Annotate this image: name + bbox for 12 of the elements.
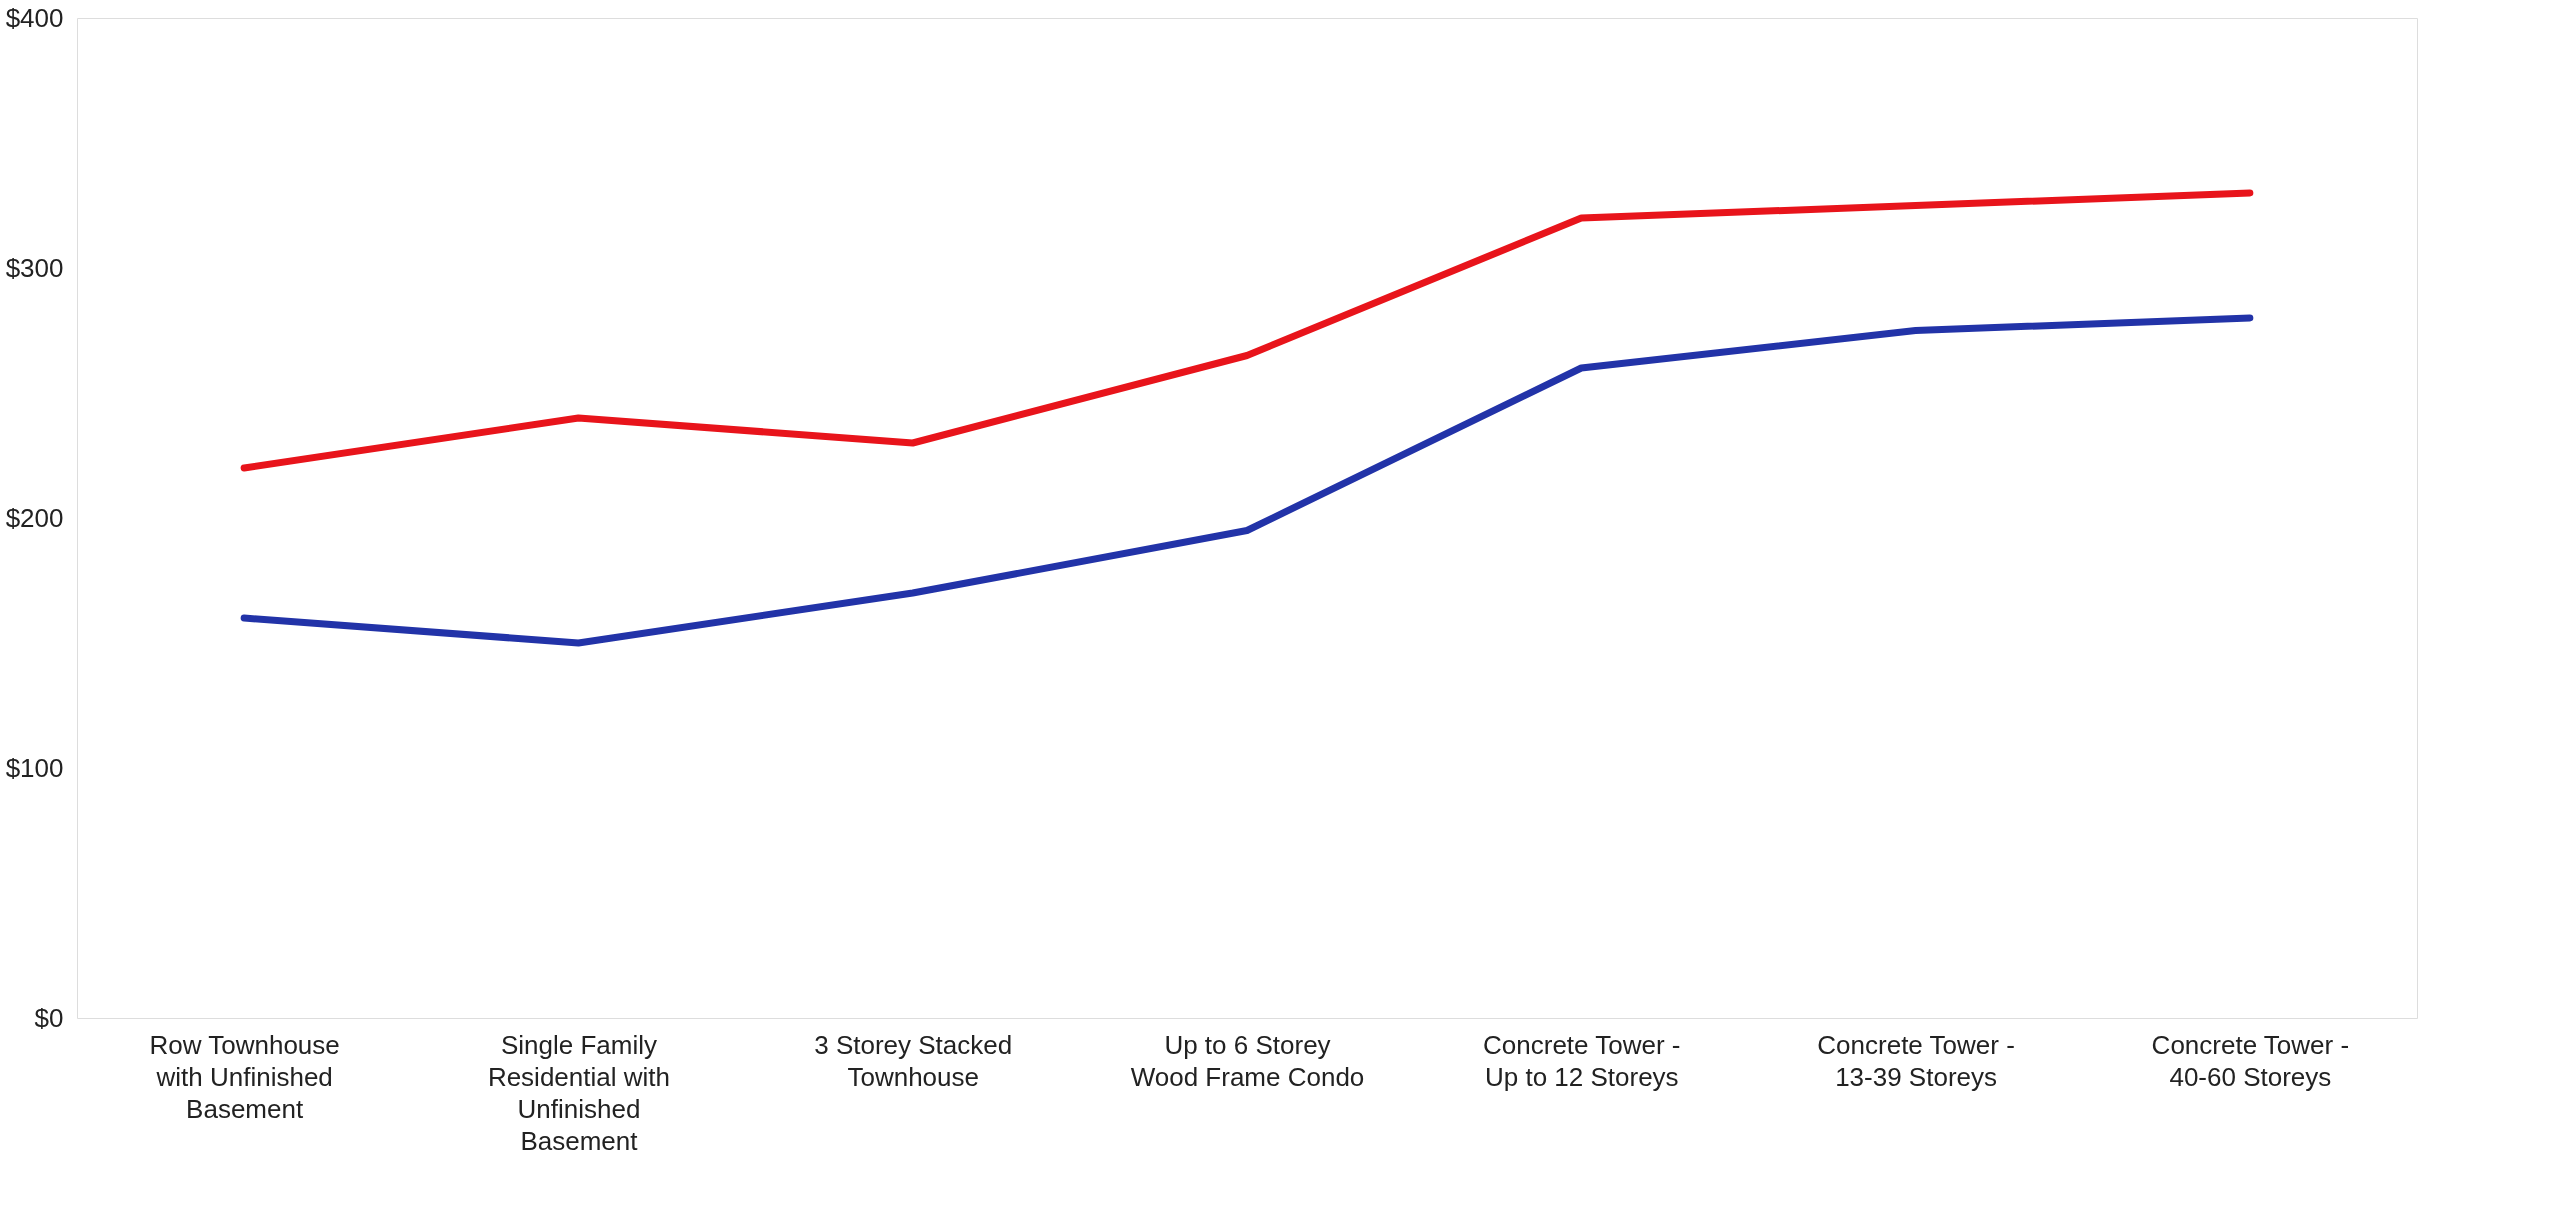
x-tick-label: Row Townhouse with Unfinished Basement [149, 1029, 340, 1124]
y-tick-label: $300 [5, 252, 64, 283]
x-tick-label: Concrete Tower - 40-60 Storeys [2151, 1029, 2350, 1092]
y-tick-label: $0 [34, 1002, 64, 1033]
x-tick-label: Single Family Residential with Unfinished Basement [487, 1029, 670, 1156]
y-tick-label: $400 [5, 2, 64, 33]
y-tick-label: $200 [5, 502, 64, 533]
x-tick-label: Concrete Tower - 13-39 Storeys [1817, 1029, 2015, 1092]
y-tick-label: $100 [5, 752, 64, 783]
x-tick-label: 3 Storey Stacked Townhouse [814, 1029, 1013, 1092]
x-tick-label: Up to 6 Storey Wood Frame Condo [1130, 1029, 1365, 1092]
x-tick-label: Concrete Tower - Up to 12 Storeys [1483, 1029, 1681, 1092]
